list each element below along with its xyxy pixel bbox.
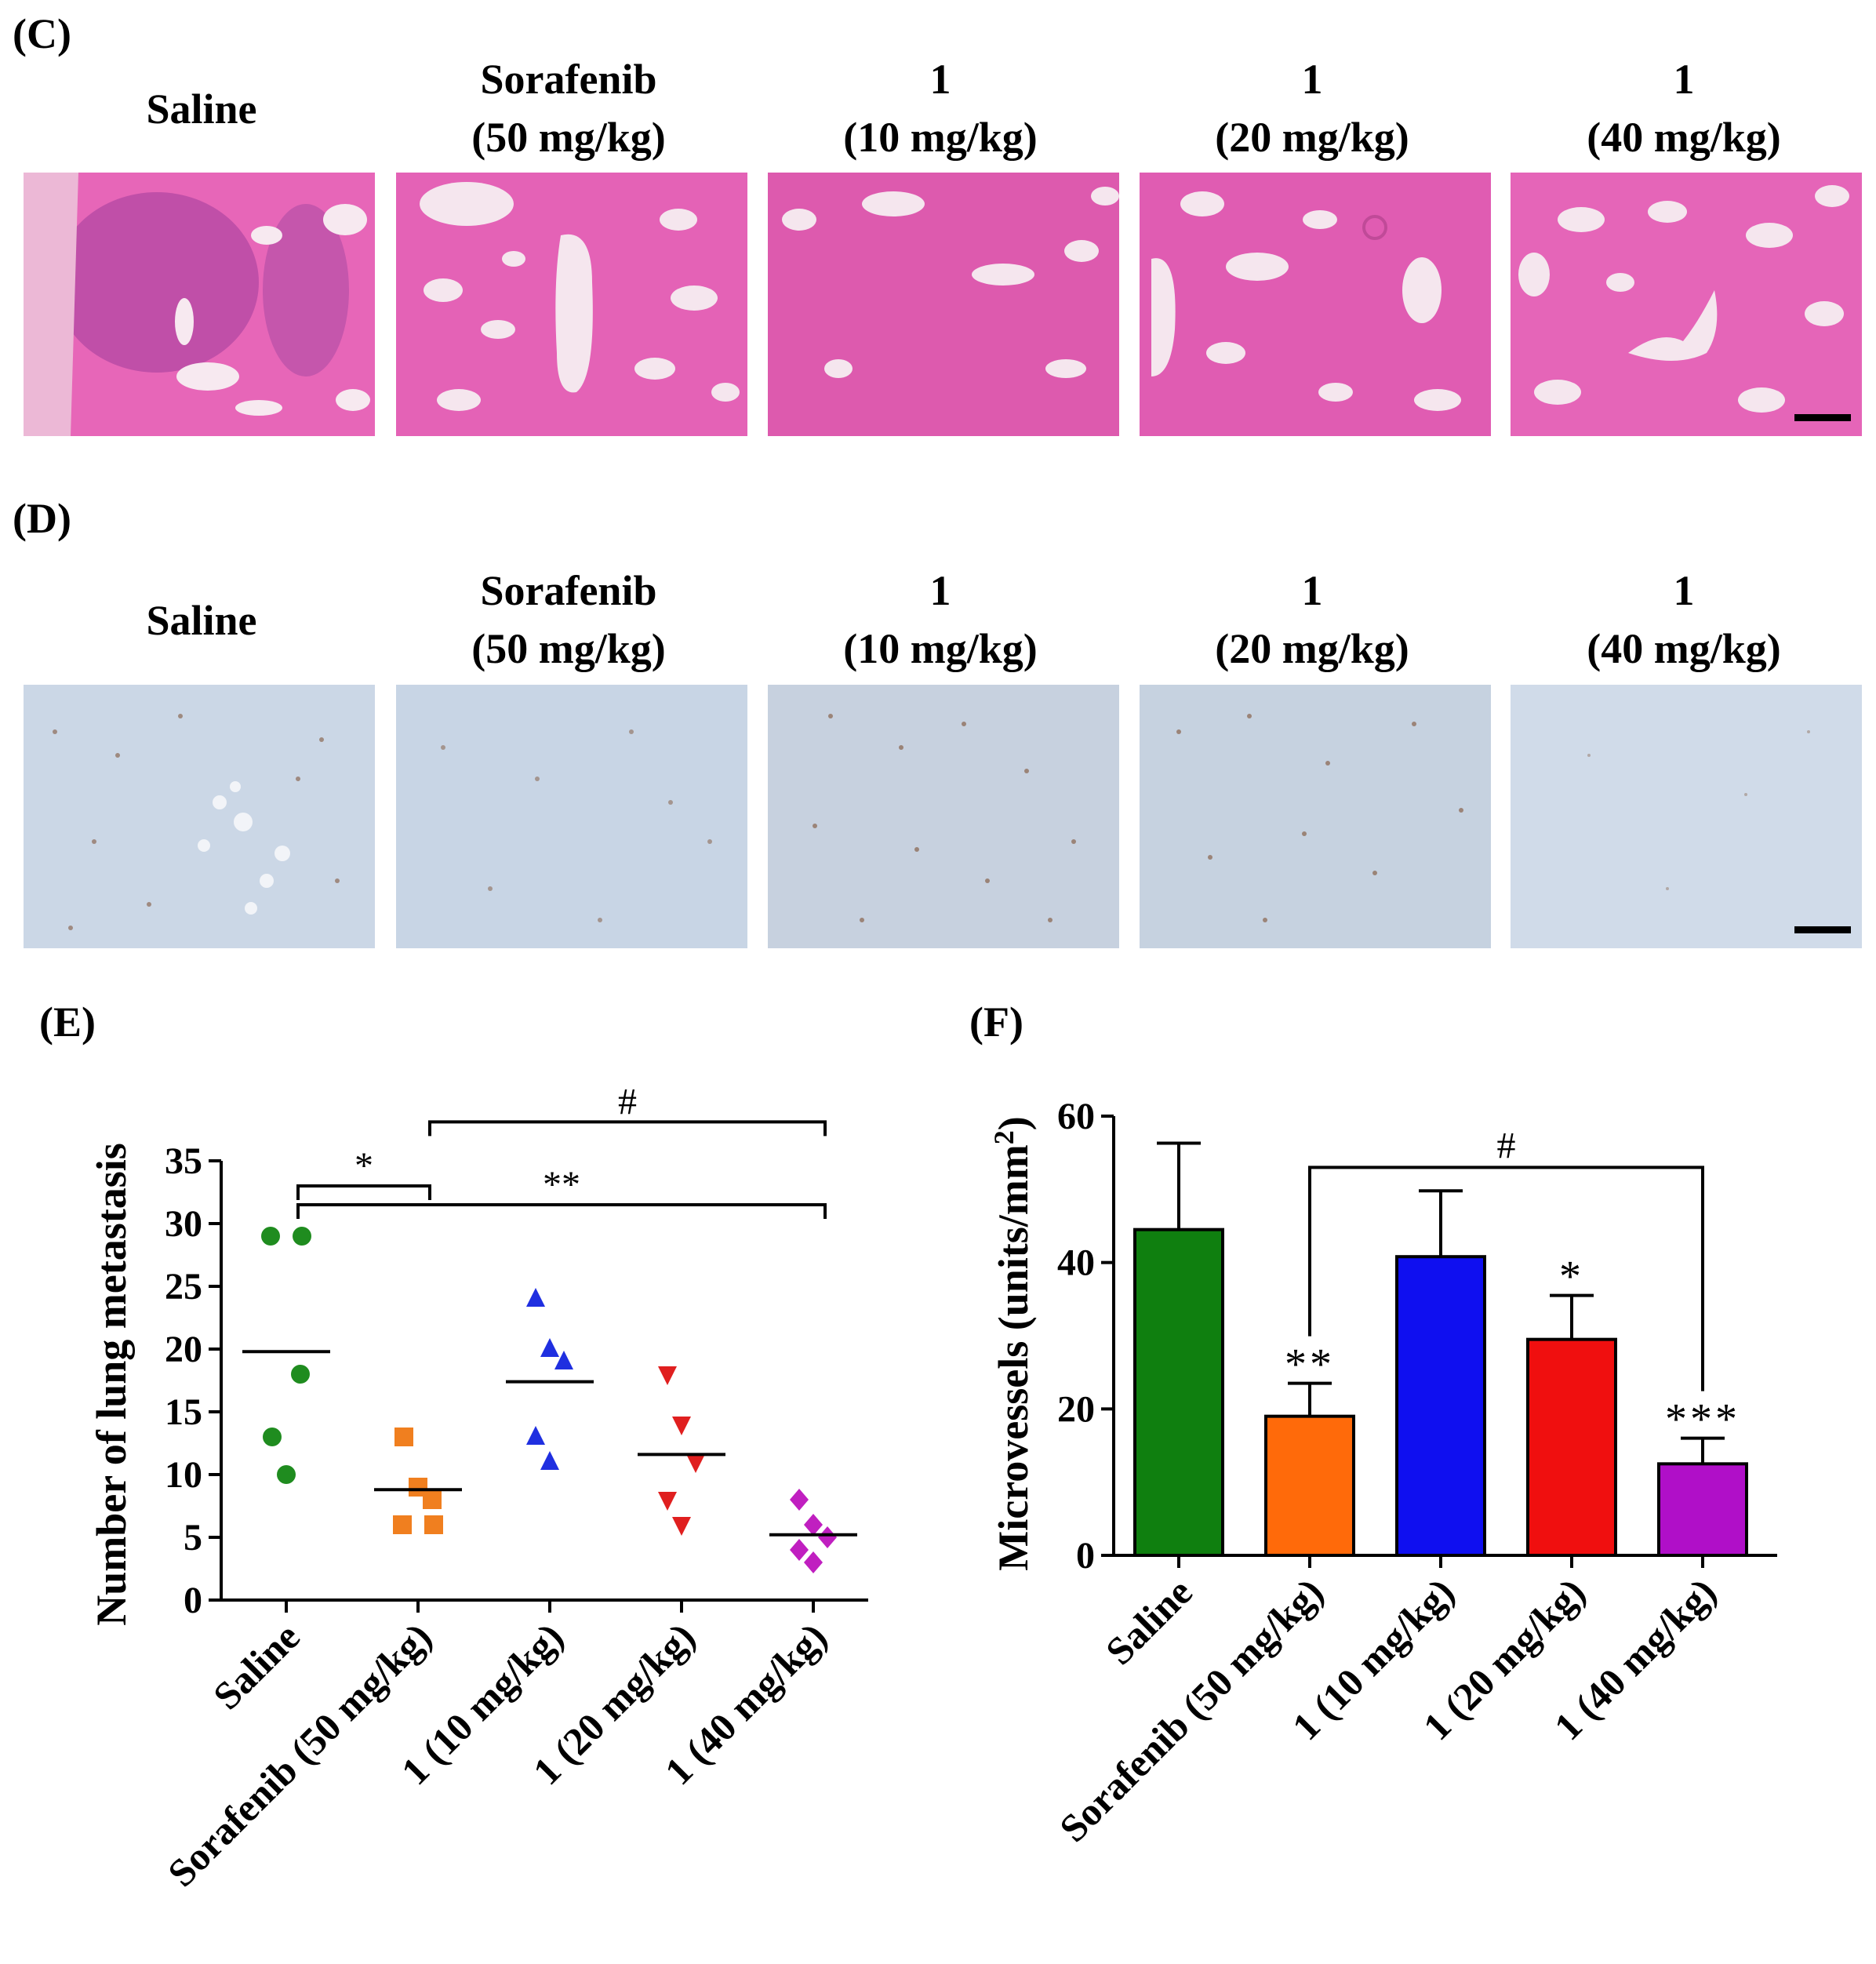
f-y-tick-label: 0 xyxy=(1076,1535,1095,1577)
panel-c-label: (C) xyxy=(13,10,71,57)
c-title-saline: Saline xyxy=(146,85,257,133)
e-point xyxy=(526,1288,545,1307)
he-micrograph-sorafenib xyxy=(396,173,747,436)
e-point xyxy=(790,1489,809,1511)
f-y-tick-label: 60 xyxy=(1057,1096,1095,1137)
d-title-20: 1 (20 mg/kg) xyxy=(1215,567,1409,672)
f-bar-significance-label: * xyxy=(1559,1253,1584,1301)
d-title-saline: Saline xyxy=(146,597,257,644)
e-significance-label: * xyxy=(354,1145,373,1187)
e-point xyxy=(261,1227,280,1246)
e-significance-bracket xyxy=(428,1120,827,1137)
chart-e-lung-metastasis: 0 5 10 15 20 25 30 35 Number of lung metastasis S… xyxy=(88,1081,868,1895)
f-y-tick-label: 20 xyxy=(1057,1388,1095,1430)
f-bar xyxy=(1526,1337,1617,1557)
e-y-tick-label: 0 xyxy=(184,1580,202,1621)
e-point xyxy=(393,1515,412,1534)
e-y-tick-label: 15 xyxy=(165,1391,202,1433)
f-x-tick-label: Saline xyxy=(1097,1569,1201,1673)
e-point xyxy=(424,1515,443,1534)
e-point xyxy=(540,1338,559,1357)
e-x-tick-label: Saline xyxy=(205,1614,308,1718)
e-point xyxy=(263,1428,282,1446)
he-micrograph-10mg xyxy=(768,173,1119,436)
f-bar xyxy=(1657,1462,1748,1557)
e-y-tick-label: 5 xyxy=(184,1517,202,1558)
e-point xyxy=(554,1351,573,1369)
f-y-axis-label: Microvessels (units/mm2) xyxy=(988,1116,1037,1570)
ihc-micrograph-saline xyxy=(24,685,375,948)
d-title-sorafenib: Sorafenib (50 mg/kg) xyxy=(471,567,666,672)
panel-f-label: (F) xyxy=(969,998,1023,1046)
e-point xyxy=(672,1517,691,1536)
chart-f-microvessels: 0 20 40 60 Microvessels (units/mm2) SalineSor… xyxy=(988,1096,1777,1850)
f-bar xyxy=(1395,1255,1486,1557)
he-micrograph-20mg xyxy=(1140,173,1491,436)
e-point xyxy=(672,1417,691,1435)
e-significance-label: ** xyxy=(543,1164,580,1206)
c-title-20: 1 (20 mg/kg) xyxy=(1215,56,1409,161)
e-point xyxy=(540,1451,559,1470)
f-significance-label: # xyxy=(1497,1125,1516,1166)
e-point xyxy=(658,1492,677,1511)
e-point xyxy=(686,1454,705,1473)
e-y-tick-label: 35 xyxy=(165,1140,202,1182)
he-micrograph-40mg xyxy=(1511,173,1862,436)
ihc-micrograph-20mg xyxy=(1140,685,1491,948)
f-bar xyxy=(1133,1228,1224,1557)
e-significance-bracket xyxy=(296,1184,431,1200)
ihc-micrograph-10mg xyxy=(768,685,1119,948)
e-point xyxy=(423,1490,442,1509)
scale-bar-c xyxy=(1794,414,1851,421)
f-y-tick-label: 40 xyxy=(1057,1242,1095,1284)
e-y-tick-label: 20 xyxy=(165,1329,202,1370)
e-point xyxy=(818,1526,837,1548)
f-significance-bracket xyxy=(1308,1166,1704,1391)
f-x-tick-label: Sorafenib (50 mg/kg) xyxy=(1051,1569,1332,1850)
ihc-micrograph-40mg xyxy=(1511,685,1862,948)
he-micrograph-saline xyxy=(24,173,375,436)
f-bar-significance-label: ** xyxy=(1285,1340,1335,1389)
e-significance-bracket xyxy=(296,1203,827,1219)
e-point xyxy=(804,1551,823,1573)
ihc-micrograph-sorafenib xyxy=(396,685,747,948)
panel-d-label: (D) xyxy=(13,495,71,542)
e-y-tick-label: 30 xyxy=(165,1203,202,1245)
panel-e-label: (E) xyxy=(39,998,96,1046)
f-bar-significance-label: *** xyxy=(1665,1395,1740,1444)
e-x-tick-label: Sorafenib (50 mg/kg) xyxy=(159,1614,440,1895)
e-point xyxy=(804,1514,823,1536)
e-point xyxy=(526,1426,545,1445)
c-title-40: 1 (40 mg/kg) xyxy=(1587,56,1781,161)
e-point xyxy=(293,1227,311,1246)
c-title-10: 1 (10 mg/kg) xyxy=(843,56,1038,161)
e-y-axis-label: Number of lung metastasis xyxy=(88,1143,135,1626)
e-point xyxy=(790,1539,809,1561)
e-significance-label: # xyxy=(618,1081,637,1122)
scale-bar-d xyxy=(1794,926,1851,933)
d-title-40: 1 (40 mg/kg) xyxy=(1587,567,1781,672)
e-point xyxy=(394,1428,413,1446)
f-bar xyxy=(1264,1414,1355,1557)
d-title-10: 1 (10 mg/kg) xyxy=(843,567,1038,672)
e-point xyxy=(291,1365,310,1384)
e-y-tick-label: 25 xyxy=(165,1266,202,1308)
e-y-tick-label: 10 xyxy=(165,1454,202,1496)
e-point xyxy=(658,1366,677,1385)
c-title-sorafenib: Sorafenib (50 mg/kg) xyxy=(471,56,666,161)
e-point xyxy=(277,1465,296,1484)
